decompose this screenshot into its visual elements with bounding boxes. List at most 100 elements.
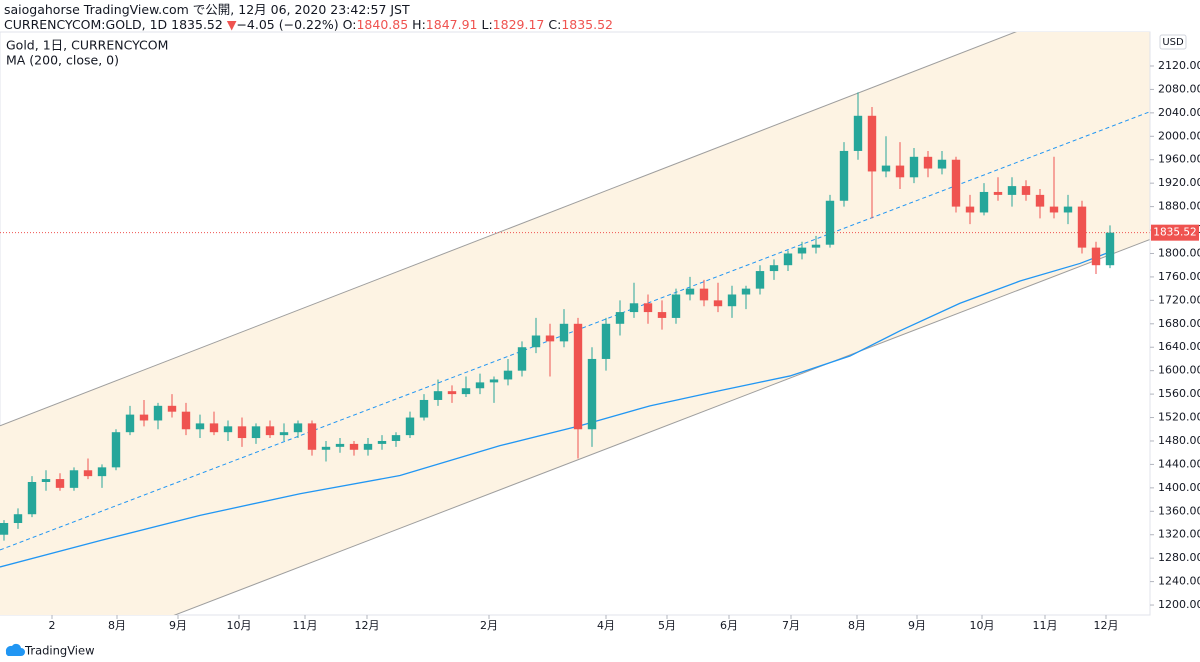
currency: USD	[1162, 37, 1184, 48]
candle-body	[993, 191, 1003, 195]
candle-body	[405, 417, 415, 436]
candle-body	[447, 391, 457, 395]
y-tick-label: 1960.00	[1158, 153, 1200, 166]
candle-body	[867, 115, 877, 172]
candle-body	[923, 156, 933, 169]
candle-body	[0, 523, 9, 535]
candle-body	[657, 312, 667, 318]
change: −4.05 (−0.22%)	[236, 17, 339, 32]
candle-body	[433, 391, 443, 400]
candle-body	[1077, 206, 1087, 248]
candle-body	[69, 470, 79, 488]
candle-body	[601, 323, 611, 359]
l-value: 1829.17	[492, 17, 545, 32]
candle-body	[909, 156, 919, 178]
x-tick-label: 11月	[293, 619, 318, 632]
candle-body	[727, 294, 737, 307]
candle-body	[363, 443, 373, 450]
candle-body	[573, 323, 583, 430]
candle-body	[209, 423, 219, 433]
y-tick-label: 1400.00	[1158, 481, 1200, 494]
candle-body	[713, 300, 723, 307]
y-tick-label: 1560.00	[1158, 387, 1200, 400]
x-tick-label: 12月	[1094, 619, 1119, 632]
candle-body	[937, 159, 947, 169]
candle-body	[979, 191, 989, 213]
o-label: O:	[342, 17, 357, 32]
y-tick-label: 2000.00	[1158, 129, 1200, 142]
y-tick-label: 1600.00	[1158, 364, 1200, 377]
candle-body	[839, 150, 849, 201]
x-tick-label: 4月	[597, 619, 615, 632]
y-tick-label: 1280.00	[1158, 551, 1200, 564]
x-tick-label: 8月	[848, 619, 866, 632]
candle-body	[97, 467, 107, 477]
candle-body	[853, 115, 863, 151]
candle-body	[307, 423, 317, 450]
ohlc-line: CURRENCYCOM:GOLD, 1D 1835.52 ▼−4.05 (−0.…	[4, 17, 613, 32]
y-tick-label: 1920.00	[1158, 176, 1200, 189]
y-tick-label: 1480.00	[1158, 434, 1200, 447]
candle-body	[1035, 194, 1045, 207]
plot-layer	[0, 32, 1150, 615]
candle-body	[293, 423, 303, 433]
publish-line: saiogahorse TradingView.com で公開, 12月 06,…	[4, 2, 410, 17]
candle-body	[1049, 206, 1059, 213]
candle-body	[881, 165, 891, 172]
candle-body	[265, 426, 275, 436]
x-tick-label: 2	[49, 619, 56, 632]
candle-body	[181, 411, 191, 430]
candle-body	[685, 288, 695, 295]
candle-body	[741, 288, 751, 295]
y-tick-label: 1360.00	[1158, 504, 1200, 517]
y-tick-label: 1240.00	[1158, 575, 1200, 588]
candle-body	[783, 253, 793, 266]
x-tick-label: 7月	[782, 619, 800, 632]
candle-body	[335, 443, 345, 447]
candle-body	[1105, 232, 1115, 266]
x-tick-label: 5月	[658, 619, 676, 632]
y-tick-label: 1760.00	[1158, 270, 1200, 283]
candle-body	[1091, 247, 1101, 266]
candle-body	[279, 432, 289, 436]
x-tick-label: 9月	[169, 619, 187, 632]
y-tick-label: 1880.00	[1158, 200, 1200, 213]
candle-body	[769, 265, 779, 272]
candle-body	[377, 440, 387, 444]
channel-lower	[173, 238, 1150, 615]
candle-body	[475, 382, 485, 389]
candle-body	[489, 379, 499, 383]
ma-line	[0, 250, 1113, 568]
x-tick-label: 12月	[355, 619, 380, 632]
x-tick-label: 10月	[970, 619, 995, 632]
candle-body	[13, 514, 23, 524]
h-label: H:	[412, 17, 426, 32]
candle-body	[1021, 186, 1031, 195]
header: saiogahorse TradingView.com で公開, 12月 06,…	[4, 2, 613, 32]
candle-body	[587, 358, 597, 430]
y-tick-label: 1200.00	[1158, 598, 1200, 611]
candle-body	[419, 399, 429, 418]
footer-logo	[5, 643, 25, 656]
candle-body	[41, 479, 51, 482]
indicator-label: MA (200, close, 0)	[6, 53, 119, 68]
last-price-badge	[1151, 224, 1199, 241]
x-tick-label: 8月	[108, 619, 126, 632]
candle-body	[55, 479, 65, 488]
c-value: 1835.52	[561, 17, 614, 32]
candle-body	[167, 405, 177, 412]
y-tick-label: 1640.00	[1158, 340, 1200, 353]
candle-body	[629, 303, 639, 313]
candle-body	[615, 312, 625, 324]
last-price-label: 1835.52	[1153, 227, 1196, 239]
candle-body	[251, 426, 261, 439]
y-tick-label: 1720.00	[1158, 293, 1200, 306]
candle-body	[825, 200, 835, 245]
candle-body	[797, 247, 807, 254]
x-tick-label: 11月	[1033, 619, 1058, 632]
candle-body	[503, 370, 513, 380]
x-tick-label: 6月	[720, 619, 738, 632]
channel-fill	[0, 32, 1150, 615]
